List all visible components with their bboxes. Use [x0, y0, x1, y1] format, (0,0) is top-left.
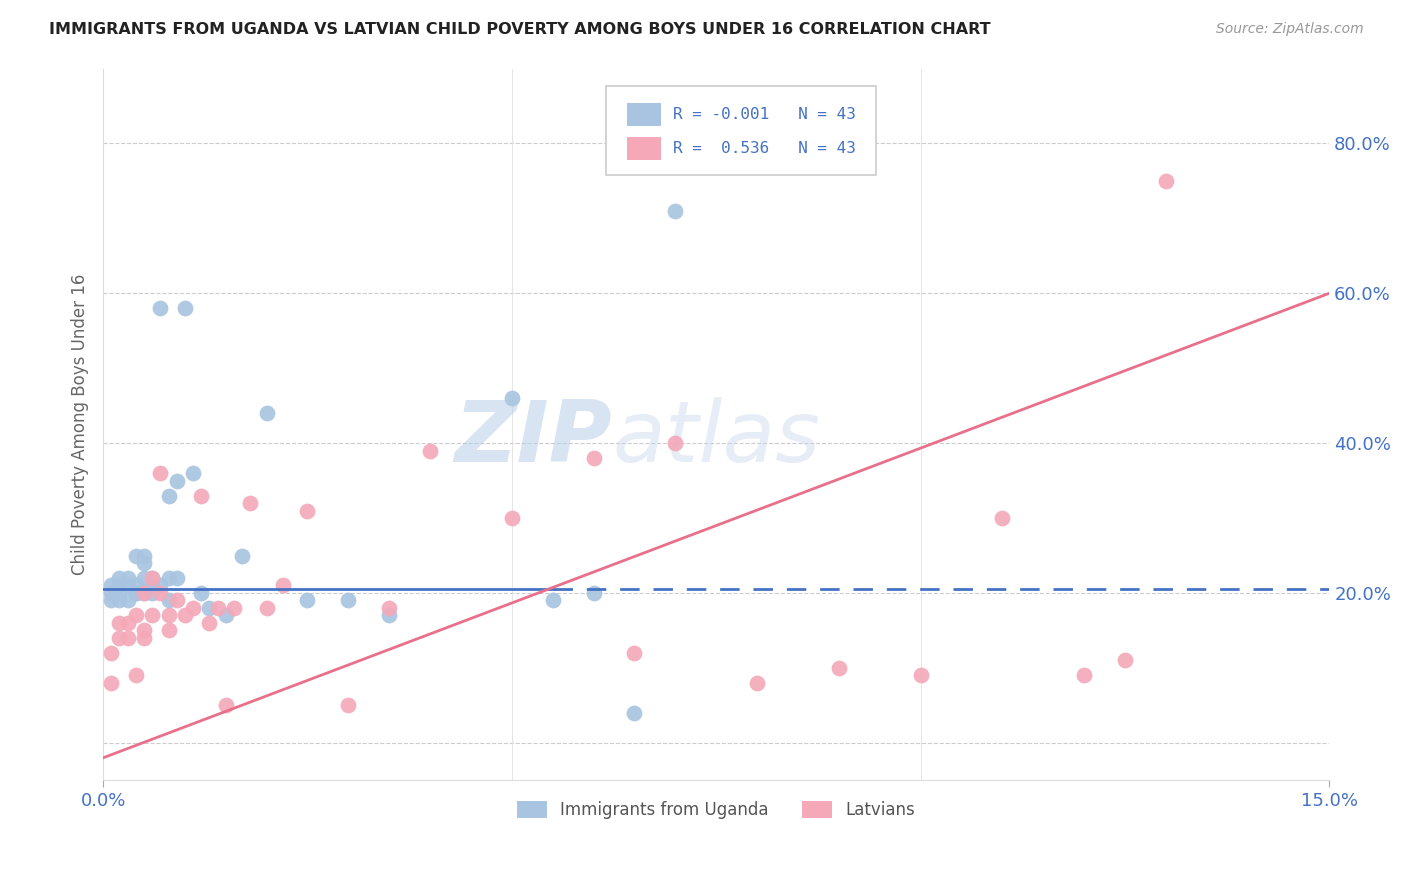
Point [378, 608, 401, 623]
Point [149, 578, 172, 592]
Y-axis label: Child Poverty Among Boys Under 16: Child Poverty Among Boys Under 16 [72, 274, 89, 575]
Point [297, 503, 319, 517]
Point [100, 586, 122, 600]
Point [157, 489, 180, 503]
Point [100, 676, 122, 690]
Point [173, 301, 195, 316]
Point [190, 489, 212, 503]
Point [173, 608, 195, 623]
Point [198, 601, 221, 615]
Legend: Immigrants from Uganda, Latvians: Immigrants from Uganda, Latvians [510, 794, 922, 825]
Point [132, 586, 155, 600]
Point [828, 661, 851, 675]
Point [231, 549, 253, 563]
FancyBboxPatch shape [627, 103, 661, 126]
Point [664, 436, 686, 450]
Point [256, 601, 278, 615]
Point [190, 586, 212, 600]
Point [207, 601, 229, 615]
Point [132, 624, 155, 638]
Point [132, 556, 155, 570]
Point [132, 631, 155, 645]
Point [623, 646, 645, 660]
Text: atlas: atlas [612, 397, 820, 480]
Point [125, 586, 148, 600]
Point [198, 615, 221, 630]
Point [108, 593, 131, 607]
Point [419, 443, 441, 458]
Point [991, 511, 1014, 525]
Point [378, 601, 401, 615]
Point [100, 578, 122, 592]
Point [256, 406, 278, 420]
Point [117, 578, 139, 592]
Point [222, 601, 245, 615]
Point [108, 631, 131, 645]
Point [1114, 653, 1136, 667]
Point [149, 586, 172, 600]
Point [745, 676, 768, 690]
Point [108, 571, 131, 585]
Point [157, 624, 180, 638]
Point [125, 586, 148, 600]
Point [132, 571, 155, 585]
Point [157, 608, 180, 623]
FancyBboxPatch shape [627, 136, 661, 160]
Text: R =  0.536   N = 43: R = 0.536 N = 43 [673, 141, 856, 156]
Text: Source: ZipAtlas.com: Source: ZipAtlas.com [1216, 22, 1364, 37]
Point [297, 593, 319, 607]
Point [125, 578, 148, 592]
Point [108, 615, 131, 630]
Point [132, 549, 155, 563]
Point [117, 615, 139, 630]
Point [100, 646, 122, 660]
Point [149, 301, 172, 316]
Point [157, 593, 180, 607]
Point [132, 586, 155, 600]
Point [157, 571, 180, 585]
Point [541, 593, 564, 607]
Point [181, 601, 204, 615]
Text: IMMIGRANTS FROM UGANDA VS LATVIAN CHILD POVERTY AMONG BOYS UNDER 16 CORRELATION : IMMIGRANTS FROM UGANDA VS LATVIAN CHILD … [49, 22, 991, 37]
Point [125, 668, 148, 682]
Text: R = -0.001   N = 43: R = -0.001 N = 43 [673, 107, 856, 122]
Point [239, 496, 262, 510]
Point [141, 571, 163, 585]
Point [125, 608, 148, 623]
Point [166, 474, 188, 488]
Point [125, 549, 148, 563]
Point [623, 706, 645, 720]
Point [100, 593, 122, 607]
Point [166, 593, 188, 607]
Point [582, 586, 605, 600]
Point [271, 578, 294, 592]
Point [108, 578, 131, 592]
Point [215, 698, 238, 713]
Point [582, 451, 605, 466]
Point [141, 578, 163, 592]
Point [166, 571, 188, 585]
Point [337, 698, 360, 713]
Point [337, 593, 360, 607]
Point [141, 608, 163, 623]
Point [910, 668, 932, 682]
Point [141, 571, 163, 585]
Point [215, 608, 238, 623]
Point [1073, 668, 1095, 682]
Text: ZIP: ZIP [454, 397, 612, 480]
Point [149, 466, 172, 480]
Point [501, 391, 523, 405]
Point [108, 586, 131, 600]
Point [117, 631, 139, 645]
Point [117, 593, 139, 607]
FancyBboxPatch shape [606, 87, 876, 176]
Point [117, 571, 139, 585]
Point [501, 511, 523, 525]
Point [141, 586, 163, 600]
Point [181, 466, 204, 480]
Point [664, 203, 686, 218]
Point [1154, 174, 1177, 188]
